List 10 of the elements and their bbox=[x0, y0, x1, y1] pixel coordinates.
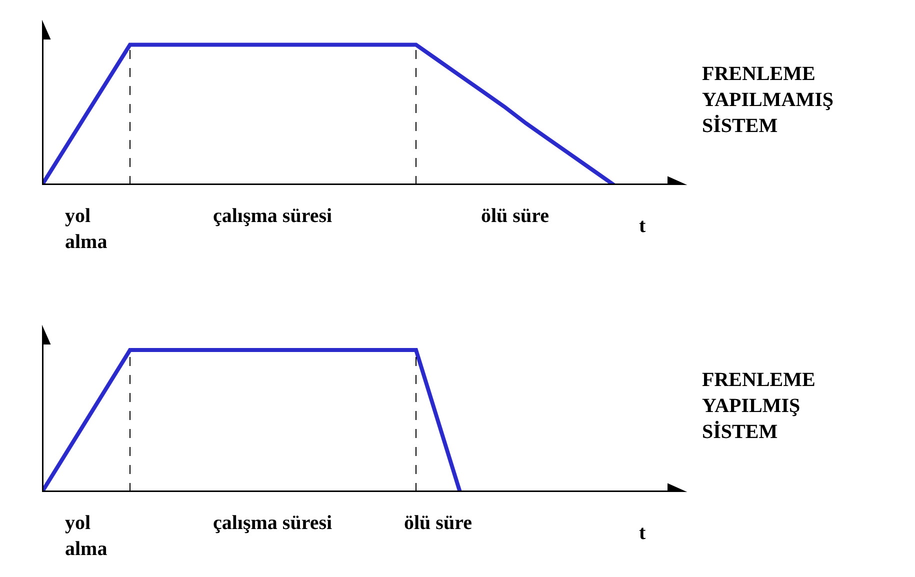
text: FRENLEME YAPILMAMIŞ SİSTEM bbox=[702, 63, 834, 137]
text: çalışma süresi bbox=[213, 512, 333, 534]
x-axis-title: t bbox=[639, 215, 646, 237]
x-axis-title: t bbox=[639, 522, 646, 544]
text: ölü süre bbox=[404, 512, 472, 534]
text: yol alma bbox=[65, 205, 108, 253]
text: yol alma bbox=[65, 512, 108, 560]
text: çalışma süresi bbox=[213, 205, 333, 227]
text: FRENLEME YAPILMIŞ SİSTEM bbox=[702, 369, 816, 443]
text: ölü süre bbox=[481, 205, 550, 227]
